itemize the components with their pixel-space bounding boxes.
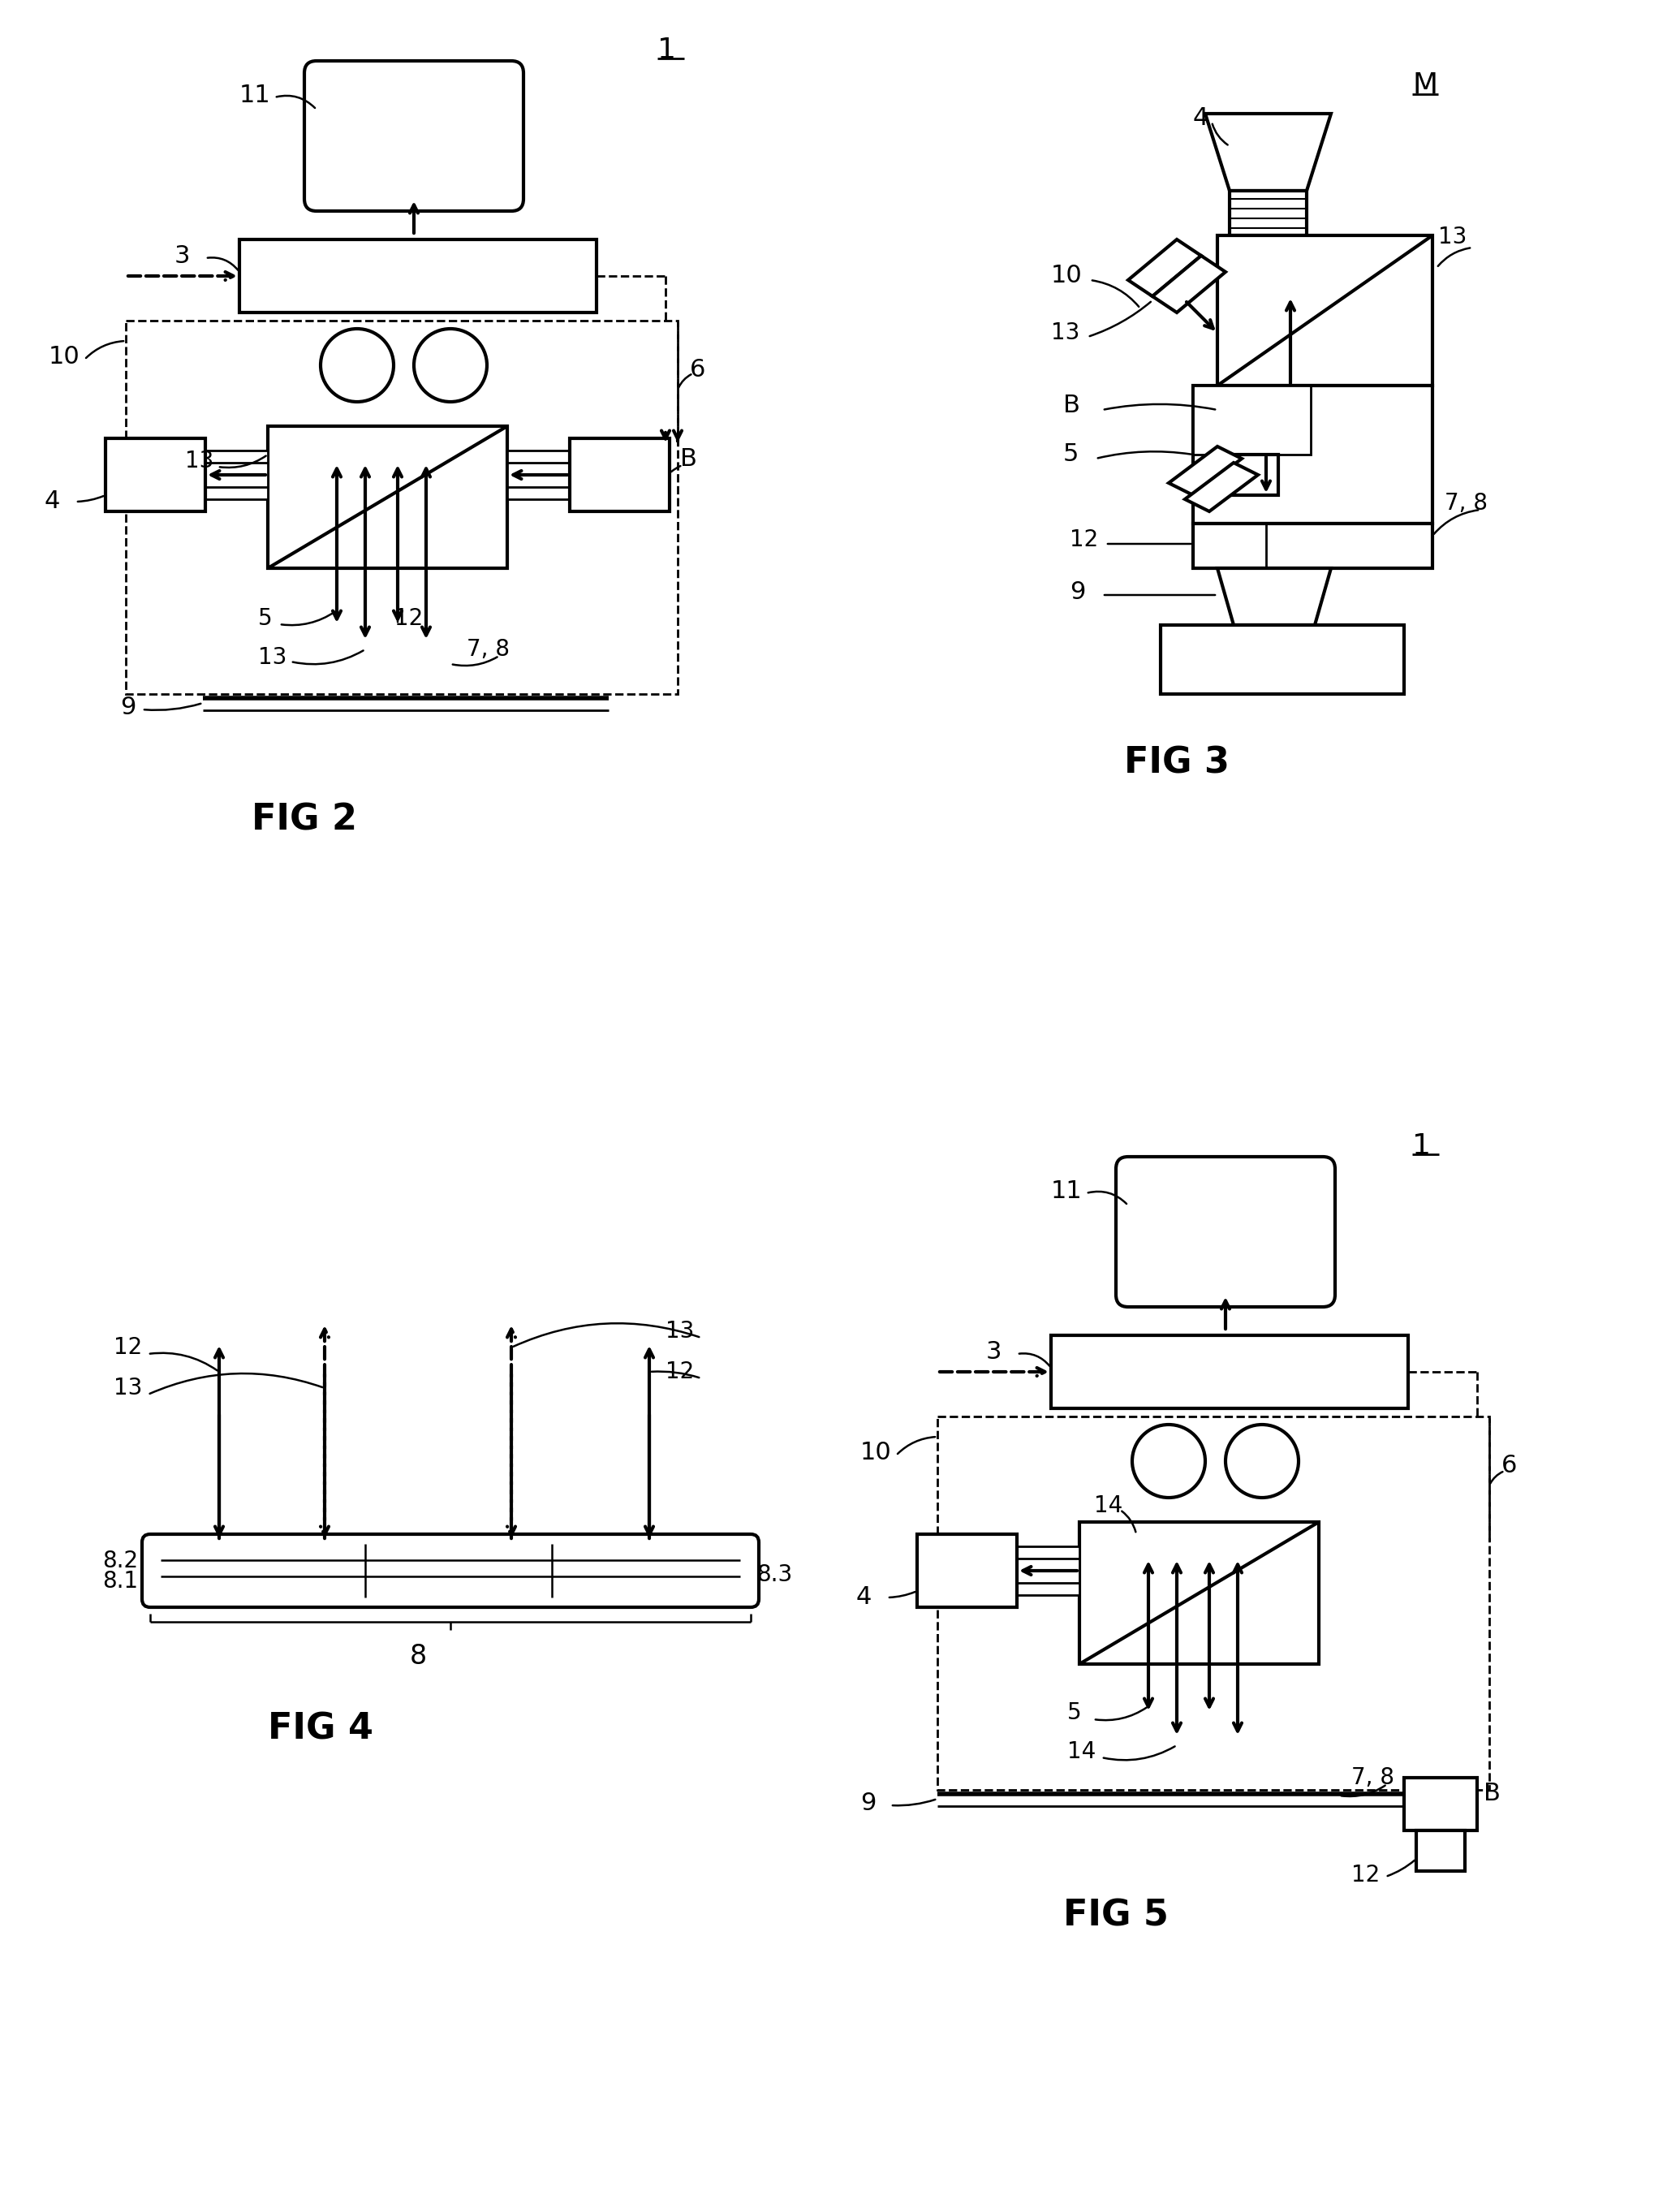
Bar (1161, 625, 1404, 693)
Text: 11: 11 (1052, 1180, 1082, 1204)
Text: 13: 13 (1438, 225, 1467, 249)
Polygon shape (1169, 446, 1242, 496)
Text: 8.3: 8.3 (756, 1563, 793, 1587)
Text: 1: 1 (1413, 1132, 1431, 1161)
Text: 3: 3 (986, 1340, 1001, 1364)
Bar (1193, 525, 1433, 568)
Text: 12: 12 (665, 1360, 694, 1384)
Text: 13: 13 (1052, 321, 1080, 343)
Text: 14: 14 (1094, 1495, 1122, 1517)
Text: 13: 13 (665, 1320, 694, 1342)
Text: 5: 5 (1067, 1701, 1082, 1725)
Text: 9: 9 (860, 1793, 875, 1814)
FancyBboxPatch shape (1116, 1156, 1336, 1307)
Bar (917, 1535, 1016, 1607)
Text: 11: 11 (240, 83, 270, 107)
Text: 14: 14 (1067, 1740, 1095, 1764)
Text: 10: 10 (1052, 265, 1082, 289)
Polygon shape (1152, 256, 1225, 313)
Bar (570, 439, 670, 512)
Bar (937, 1417, 1488, 1790)
Text: 13: 13 (185, 450, 213, 472)
Text: FIG 3: FIG 3 (1124, 745, 1230, 780)
Text: 4: 4 (45, 490, 60, 512)
Bar (1193, 385, 1433, 525)
Text: 4: 4 (1193, 105, 1210, 129)
Bar (126, 321, 677, 693)
Polygon shape (1218, 568, 1331, 625)
Text: 10: 10 (49, 345, 81, 369)
Circle shape (321, 328, 393, 402)
Text: 7, 8: 7, 8 (1351, 1766, 1394, 1788)
Polygon shape (1127, 240, 1201, 297)
Bar (1016, 1546, 1080, 1596)
Text: 12: 12 (395, 608, 423, 630)
Text: 1: 1 (657, 37, 675, 63)
Text: 5: 5 (259, 608, 272, 630)
Text: 12: 12 (1351, 1865, 1379, 1887)
Bar (1052, 1336, 1408, 1408)
Text: B: B (1483, 1782, 1500, 1806)
FancyBboxPatch shape (143, 1535, 759, 1607)
Text: 3: 3 (175, 245, 190, 267)
Text: 5: 5 (1063, 444, 1079, 466)
Text: 7, 8: 7, 8 (467, 638, 509, 660)
Text: 9: 9 (119, 695, 136, 719)
Text: M: M (1413, 72, 1438, 98)
Text: 13: 13 (259, 647, 287, 669)
Bar (1193, 385, 1310, 455)
Bar (1218, 455, 1278, 496)
Text: 8.1: 8.1 (102, 1570, 138, 1594)
Text: 12: 12 (114, 1336, 143, 1360)
Bar (1218, 236, 1433, 385)
Polygon shape (1184, 463, 1258, 512)
Circle shape (1132, 1425, 1205, 1497)
Bar (1404, 1777, 1477, 1830)
Text: 8.2: 8.2 (102, 1550, 138, 1572)
Bar (1416, 1830, 1465, 1871)
Text: FIG 5: FIG 5 (1063, 1897, 1169, 1932)
Bar (267, 426, 507, 568)
Bar (106, 439, 205, 512)
Text: FIG 4: FIG 4 (267, 1712, 373, 1747)
Bar (240, 240, 596, 313)
Text: 8: 8 (410, 1642, 427, 1670)
Polygon shape (1205, 114, 1331, 190)
Text: 6: 6 (1502, 1454, 1517, 1478)
Text: 13: 13 (114, 1377, 143, 1399)
Text: B: B (1063, 393, 1080, 418)
Text: FIG 2: FIG 2 (252, 802, 358, 837)
Bar (507, 450, 570, 498)
Text: B: B (680, 446, 697, 470)
Text: 12: 12 (1070, 529, 1099, 551)
Bar (205, 450, 267, 498)
Bar (1080, 1521, 1319, 1664)
Text: 7, 8: 7, 8 (1445, 492, 1488, 514)
Circle shape (413, 328, 487, 402)
Text: 9: 9 (1070, 581, 1085, 603)
Circle shape (1225, 1425, 1299, 1497)
Text: 6: 6 (690, 359, 706, 380)
FancyBboxPatch shape (304, 61, 524, 212)
Text: 4: 4 (857, 1585, 872, 1609)
Bar (1230, 190, 1307, 236)
Text: 10: 10 (860, 1441, 892, 1465)
